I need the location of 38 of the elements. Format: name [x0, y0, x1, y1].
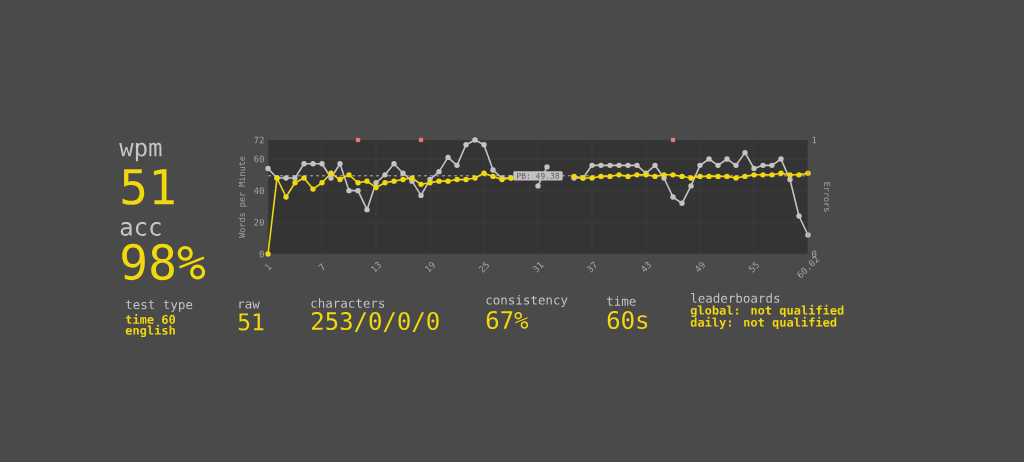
y2-tick-label: 1 [812, 136, 817, 144]
x-tick-label: 1 [264, 264, 272, 271]
y-tick-label: 40 [254, 187, 264, 195]
x-tick-label: 37 [586, 261, 597, 273]
text: 60s [607, 310, 648, 330]
text: consistency [486, 294, 568, 308]
text: time [607, 296, 636, 306]
x-tick-label: 7 [318, 263, 325, 271]
text: 253/0/0/0 [312, 311, 439, 333]
text: time 60 [125, 314, 176, 324]
x-tick-label: 55 [748, 261, 759, 273]
y-tick-label: 0 [259, 250, 264, 258]
text: daily: not qualified [690, 316, 837, 330]
y-tick-label: 72 [254, 136, 264, 144]
y-axis-title: Words per Minute [238, 156, 247, 238]
x-tick-label: 13 [370, 262, 381, 273]
text: 98% [122, 243, 206, 281]
y2-tick-label: 0 [812, 250, 817, 258]
text: global: not qualified [690, 304, 844, 318]
text: acc [120, 222, 161, 236]
x-tick-label: 25 [478, 261, 489, 273]
ref-line-label: PB: 49.38 [517, 172, 560, 179]
text: 67% [486, 310, 529, 330]
text: characters [311, 298, 385, 308]
x-tick-label: 19 [424, 262, 435, 273]
text: 51 [238, 313, 264, 331]
x-tick-label: 43 [642, 262, 651, 272]
y-tick-label: 20 [254, 218, 264, 226]
text: 51 [122, 169, 174, 205]
text: english [125, 324, 175, 338]
y2-axis-title: Errors [823, 182, 831, 212]
text: raw [239, 301, 260, 309]
text: leaderboards [691, 293, 780, 303]
y-tick-label: 60 [254, 155, 264, 163]
text: test type [126, 300, 193, 312]
text: wpm [119, 142, 162, 162]
x-tick-label: 49 [696, 262, 705, 272]
x-tick-label: 31 [532, 262, 544, 273]
